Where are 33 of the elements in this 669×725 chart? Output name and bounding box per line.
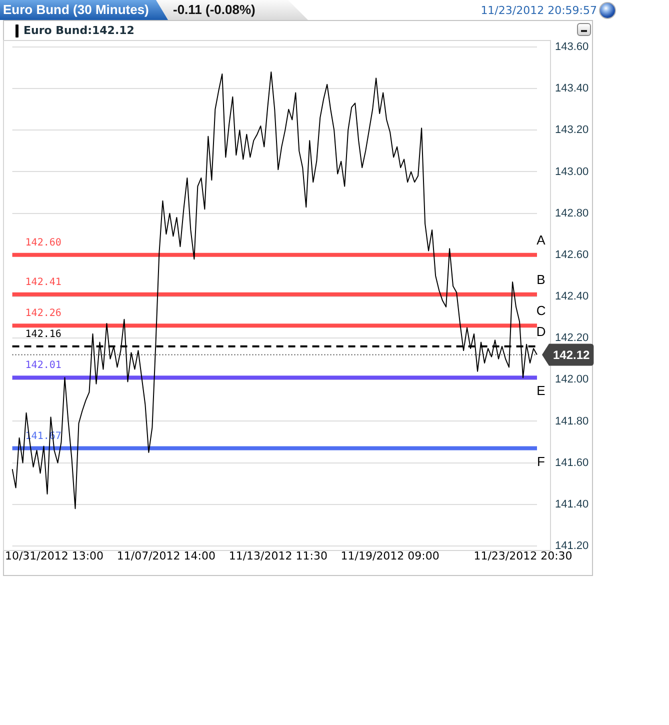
y-tick-label: 141.60	[555, 456, 589, 469]
title-tab: Euro Bund (30 Minutes)	[0, 0, 170, 20]
x-tick-label: 10/31/2012 13:00	[4, 549, 104, 562]
y-tick-label: 143.20	[555, 124, 589, 136]
y-tick-label: 141.40	[555, 498, 589, 510]
ref-line-label: 142.16	[25, 328, 62, 340]
annotation: B	[536, 272, 546, 287]
text: 11/23/2012 20:59:57	[480, 4, 597, 17]
annotation: A	[536, 232, 546, 248]
ref-line-label: 142.41	[25, 277, 62, 288]
y-tick-label: 142.20	[555, 332, 589, 344]
y-tick-label: 143.00	[555, 166, 589, 178]
y-tick-label: 142.40	[555, 290, 589, 303]
annotation: E	[536, 383, 546, 398]
legend-label: Euro Bund:142.12	[24, 24, 134, 37]
y-tick-label: 143.40	[555, 82, 589, 95]
ref-line-label: 142.26	[25, 308, 62, 320]
chart-title: Euro Bund (30 Minutes)	[3, 2, 149, 17]
y-tick-label: 142.80	[555, 207, 589, 220]
chart-subtitle: -0.11 (-0.08%)	[173, 2, 256, 17]
ref-line-label: 142.12	[553, 348, 590, 362]
ref-line-label: 142.01	[25, 360, 62, 372]
y-tick-label: 142.60	[555, 248, 589, 261]
x-tick-label: 11/07/2012 14:00	[116, 549, 216, 562]
annotation: D	[536, 324, 546, 339]
x-tick-label: 11/13/2012 11:30	[228, 549, 328, 562]
annotation: F	[537, 454, 546, 469]
x-tick-label: 11/19/2012 09:00	[340, 549, 440, 562]
ref-line-label: 142.60	[25, 238, 62, 249]
y-tick-label: 141.80	[555, 415, 589, 428]
annotation: C	[536, 303, 546, 318]
y-tick-label: 143.60	[555, 41, 589, 54]
y-tick-label: 142.00	[555, 374, 589, 386]
